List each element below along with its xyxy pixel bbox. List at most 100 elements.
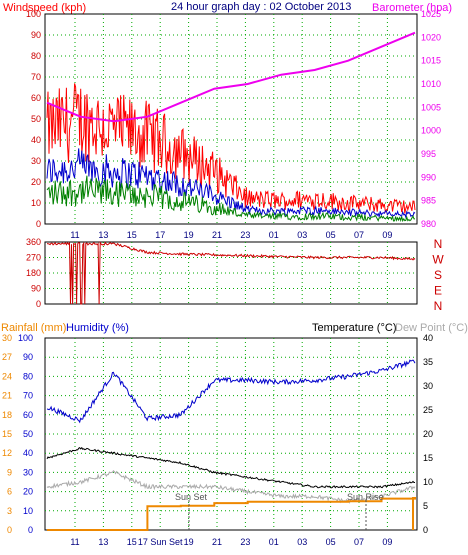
baro-tick-label: 1015 bbox=[421, 56, 441, 66]
windspeed-axis-title: Windspeed (kph) bbox=[3, 2, 86, 14]
baro-tick-label: 1000 bbox=[421, 126, 441, 136]
lower-time-tick-label: 05 bbox=[326, 537, 336, 547]
lower-time-tick-label: 13 bbox=[98, 537, 108, 547]
time-tick-label: 23 bbox=[240, 230, 250, 240]
time-tick-label: 05 bbox=[326, 230, 336, 240]
lower-time-tick-label: 15 bbox=[127, 537, 137, 547]
baro-tick-label: 985 bbox=[421, 196, 436, 206]
rain-tick-label: 9 bbox=[7, 467, 12, 477]
direction-plot-area bbox=[44, 241, 418, 305]
wind-tick-label: 80 bbox=[31, 51, 41, 61]
baro-tick-label: 1025 bbox=[421, 9, 441, 19]
humidity-tick-label: 30 bbox=[23, 467, 33, 477]
compass-label: S bbox=[434, 268, 442, 282]
rain-tick-label: 0 bbox=[7, 525, 12, 535]
humidity-axis-title: Humidity (%) bbox=[66, 322, 129, 334]
rain-tick-label: 24 bbox=[2, 371, 12, 381]
compass-label: E bbox=[434, 284, 442, 298]
barometer-axis-title: Barometer (hpa) bbox=[372, 2, 452, 14]
wind-direction-line bbox=[46, 241, 416, 305]
wind-tick-label: 50 bbox=[31, 114, 41, 124]
dir-tick-label: 0 bbox=[36, 299, 41, 309]
humidity-line bbox=[46, 359, 416, 424]
temp-tick-label: 10 bbox=[423, 477, 433, 487]
humidity-tick-label: 0 bbox=[28, 525, 33, 535]
time-tick-label: 01 bbox=[269, 230, 279, 240]
wind-tick-label: 60 bbox=[31, 93, 41, 103]
chart-title: 24 hour graph day : 02 October 2013 bbox=[171, 1, 351, 13]
baro-tick-label: 1020 bbox=[421, 32, 441, 42]
dir-tick-label: 360 bbox=[26, 237, 41, 247]
humidity-tick-label: 60 bbox=[23, 410, 33, 420]
time-tick-label: 19 bbox=[184, 230, 194, 240]
wind-tick-label: 100 bbox=[26, 9, 41, 19]
temp-tick-label: 30 bbox=[423, 381, 433, 391]
temp-tick-label: 35 bbox=[423, 357, 433, 367]
humidity-tick-label: 20 bbox=[23, 487, 33, 497]
windspeed-average-line bbox=[46, 148, 416, 220]
humidity-tick-label: 10 bbox=[23, 506, 33, 516]
lower-time-tick-label: 17 Sun Set bbox=[138, 537, 183, 547]
dewpoint-axis-title: Dew Point (°C) bbox=[395, 322, 468, 334]
compass-label: N bbox=[434, 299, 443, 313]
lower-time-tick-label: 23 bbox=[240, 537, 250, 547]
time-tick-label: 09 bbox=[382, 230, 392, 240]
humidity-tick-label: 40 bbox=[23, 448, 33, 458]
temp-tick-label: 5 bbox=[423, 501, 428, 511]
lower-time-tick-label: 07 bbox=[354, 537, 364, 547]
humidity-tick-label: 80 bbox=[23, 371, 33, 381]
temp-tick-label: 40 bbox=[423, 333, 433, 343]
baro-tick-label: 980 bbox=[421, 219, 436, 229]
dir-tick-label: 270 bbox=[26, 253, 41, 263]
lower-time-tick-label: 11 bbox=[70, 537, 79, 547]
lower-time-tick-label: 21 bbox=[212, 537, 222, 547]
rainfall-line bbox=[47, 497, 416, 531]
time-tick-label: 03 bbox=[297, 230, 307, 240]
sunset-annotation: Sun Set bbox=[175, 492, 208, 502]
rain-tick-label: 12 bbox=[2, 448, 12, 458]
rain-tick-label: 6 bbox=[7, 487, 12, 497]
dir-tick-label: 90 bbox=[31, 284, 41, 294]
windspeed-low-line bbox=[46, 175, 415, 223]
temp-tick-label: 20 bbox=[423, 429, 433, 439]
time-tick-label: 21 bbox=[212, 230, 222, 240]
wind-tick-label: 40 bbox=[31, 135, 41, 145]
temp-tick-label: 0 bbox=[423, 525, 428, 535]
barometer-line bbox=[46, 31, 416, 123]
wind-tick-label: 20 bbox=[31, 177, 41, 187]
rain-tick-label: 18 bbox=[2, 410, 12, 420]
rain-tick-label: 15 bbox=[2, 429, 12, 439]
humidity-tick-label: 50 bbox=[23, 429, 33, 439]
temp-tick-label: 15 bbox=[423, 453, 433, 463]
humidity-tick-label: 90 bbox=[23, 352, 33, 362]
wind-tick-label: 0 bbox=[36, 219, 41, 229]
rain-tick-label: 30 bbox=[2, 333, 12, 343]
windspeed-gust-line bbox=[46, 83, 416, 214]
lower-time-tick-label: 09 bbox=[382, 537, 392, 547]
humidity-tick-label: 70 bbox=[23, 391, 33, 401]
temp-tick-label: 25 bbox=[423, 405, 433, 415]
rain-tick-label: 21 bbox=[2, 391, 12, 401]
time-tick-label: 13 bbox=[98, 230, 108, 240]
wind-tick-label: 70 bbox=[31, 72, 41, 82]
thermo-plot-area bbox=[44, 337, 418, 531]
dir-tick-label: 180 bbox=[26, 268, 41, 278]
wind-tick-label: 90 bbox=[31, 30, 41, 40]
rainfall-axis-title: Rainfall (mm) bbox=[1, 322, 66, 334]
temperature-axis-title: Temperature (°C) bbox=[312, 322, 396, 334]
time-tick-label: 15 bbox=[127, 230, 137, 240]
compass-label: N bbox=[434, 237, 443, 251]
lower-time-tick-label: 19 bbox=[184, 537, 194, 547]
rain-tick-label: 3 bbox=[7, 506, 12, 516]
baro-tick-label: 1005 bbox=[421, 102, 441, 112]
baro-tick-label: 990 bbox=[421, 172, 436, 182]
time-tick-label: 11 bbox=[70, 230, 79, 240]
wind-tick-label: 30 bbox=[31, 156, 41, 166]
rain-tick-label: 27 bbox=[2, 352, 12, 362]
baro-tick-label: 995 bbox=[421, 149, 436, 159]
lower-time-tick-label: 01 bbox=[269, 537, 279, 547]
wind-tick-label: 10 bbox=[31, 198, 41, 208]
humidity-tick-label: 100 bbox=[18, 333, 33, 343]
baro-tick-label: 1010 bbox=[421, 79, 441, 89]
